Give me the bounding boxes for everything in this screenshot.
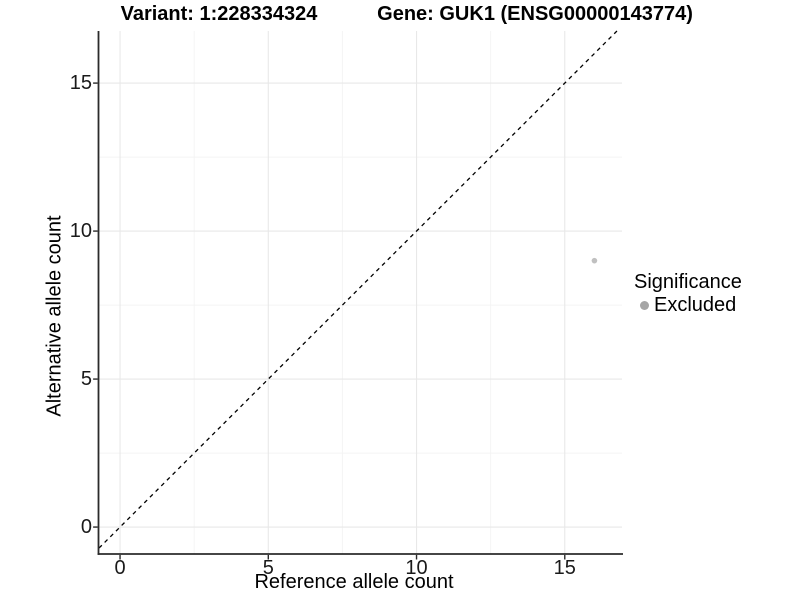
legend: Significance Excluded: [634, 271, 742, 316]
x-tick-label: 5: [262, 557, 274, 579]
data-point: [591, 257, 598, 264]
x-tick-label: 10: [405, 557, 428, 579]
identity-dashed-line: [98, 30, 618, 549]
legend-items: Excluded: [634, 294, 742, 316]
legend-point-icon: [639, 300, 649, 310]
x-tick-label: 15: [553, 557, 576, 579]
x-axis-title: Reference allele count: [254, 571, 454, 593]
y-tick-label: 10: [69, 220, 92, 243]
x-tick-label: 0: [114, 557, 126, 579]
legend-item-label: Excluded: [654, 294, 737, 316]
y-tick-label: 5: [80, 368, 92, 391]
plot-title-variant: Variant: 1:228334324: [120, 3, 318, 25]
legend-key: [634, 300, 654, 310]
plot-title-gene: Gene: GUK1 (ENSG00000143774): [377, 3, 693, 25]
legend-title: Significance: [634, 271, 742, 293]
y-tick-label: 15: [69, 72, 92, 95]
y-tick-label: 0: [80, 516, 92, 539]
legend-item: Excluded: [634, 294, 742, 316]
